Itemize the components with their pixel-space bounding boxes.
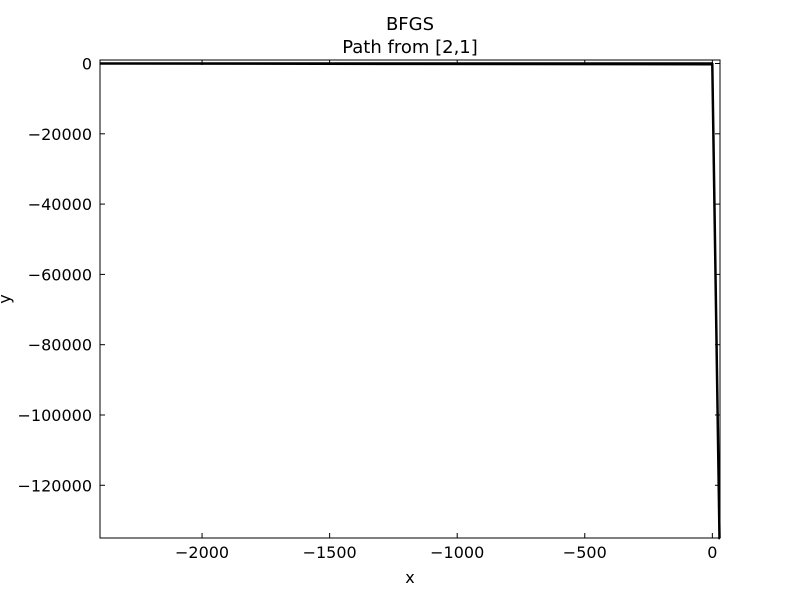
y-tick-label: −20000 [28, 125, 92, 144]
title-group: BFGS Path from [2,1] [342, 14, 478, 58]
x-tick-label: −1000 [430, 543, 484, 562]
series-layer [99, 62, 721, 540]
x-tick-label: 0 [707, 543, 717, 562]
chart-title: BFGS [386, 14, 434, 35]
chart-subtitle: Path from [2,1] [342, 37, 478, 58]
y-tick-label: −40000 [28, 195, 92, 214]
y-tick-label: −100000 [18, 406, 92, 425]
x-tick-label: −1500 [303, 543, 357, 562]
x-tick-label: −500 [563, 543, 607, 562]
plot-frame [99, 59, 721, 539]
y-tick-label: −120000 [18, 476, 92, 495]
y-axis: 0 −20000 −40000 −60000 −80000 −100000 −120000 [18, 55, 720, 495]
y-axis-label: y [0, 294, 14, 303]
x-tick-label: −2000 [175, 543, 229, 562]
y-tick-label: −80000 [28, 336, 92, 355]
y-tick-label: 0 [82, 55, 92, 74]
y-tick-label: −60000 [28, 265, 92, 284]
x-axis: −2000 −1500 −1000 −500 0 [175, 60, 717, 562]
series-line [99, 62, 721, 540]
x-axis-label: x [405, 568, 414, 587]
